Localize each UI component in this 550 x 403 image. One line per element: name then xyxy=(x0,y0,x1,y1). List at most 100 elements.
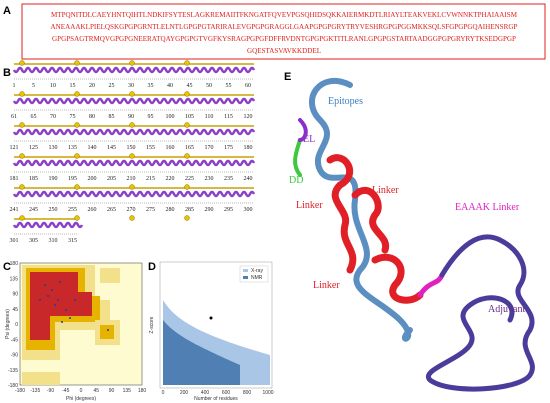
motif xyxy=(129,215,135,221)
residue-number: 80 xyxy=(89,114,95,120)
sequence-line: MTPQNITDLCAEYHNTQIHTLNDKIFSYTESLAGKREMAI… xyxy=(51,11,518,19)
residue-number: 235 xyxy=(224,176,233,182)
y-tick-label: 0 xyxy=(15,322,18,328)
motif xyxy=(19,60,25,66)
residue-number: 295 xyxy=(224,207,233,213)
residue-number: 220 xyxy=(166,176,175,182)
residue-number: 105 xyxy=(185,114,194,120)
residue-number: 241 xyxy=(10,207,19,213)
sequence-box xyxy=(21,3,546,60)
motif xyxy=(74,122,80,128)
x-tick-label: -135 xyxy=(30,388,40,394)
motif xyxy=(184,122,190,128)
motif xyxy=(74,60,80,66)
residue-number: 115 xyxy=(224,114,233,120)
y-axis-label: Psi (degrees) xyxy=(5,309,11,339)
x-tick-label: 90 xyxy=(109,388,115,394)
residue-number: 61 xyxy=(11,114,17,120)
residue-number: 140 xyxy=(88,145,97,151)
sequence-line: GQESTASVAVKKDDEL xyxy=(247,47,321,55)
sequence-line: GPGPSAGTRMQVGPGPGNEERATQAYGPGPGTVGFKYSRA… xyxy=(52,35,516,43)
motif xyxy=(19,122,25,128)
residue-number: 65 xyxy=(31,114,37,120)
motif xyxy=(129,184,135,190)
residue-number: 95 xyxy=(148,114,154,120)
x-tick-label: 135 xyxy=(123,388,132,394)
residue-number: 150 xyxy=(127,145,136,151)
x-tick-label: -90 xyxy=(47,388,54,394)
residue-number: 110 xyxy=(205,114,214,120)
residue-number: 240 xyxy=(244,176,253,182)
motif xyxy=(19,215,25,221)
residue-number: 50 xyxy=(206,83,212,89)
motif xyxy=(19,184,25,190)
x-axis-label: Phi (degrees) xyxy=(66,396,96,402)
annotation: DD xyxy=(289,175,303,186)
y-tick-label: -45 xyxy=(11,337,18,343)
residue-number: 255 xyxy=(68,207,77,213)
residue-number: 55 xyxy=(226,83,232,89)
legend-entry: X-ray xyxy=(251,268,263,274)
residue-number: 300 xyxy=(244,207,253,213)
x-tick-label: 180 xyxy=(138,388,147,394)
y-tick-label: 135 xyxy=(10,276,19,282)
residue-number: 120 xyxy=(244,114,253,120)
residue-number: 285 xyxy=(185,207,194,213)
motif xyxy=(19,153,25,159)
residue-number: 301 xyxy=(10,238,19,244)
motif xyxy=(74,91,80,97)
y-tick-label: 45 xyxy=(12,307,18,313)
motif xyxy=(129,91,135,97)
x-tick-label: 0 xyxy=(162,390,165,396)
residue-number: 30 xyxy=(128,83,134,89)
residue-number: 90 xyxy=(128,114,134,120)
motif xyxy=(184,215,190,221)
x-tick-label: 800 xyxy=(243,390,252,396)
residue-number: 180 xyxy=(244,145,253,151)
residue-number: 225 xyxy=(185,176,194,182)
residue-number: 260 xyxy=(88,207,97,213)
x-tick-label: 0 xyxy=(80,388,83,394)
residue-number: 35 xyxy=(148,83,154,89)
y-tick-label: -135 xyxy=(8,368,18,374)
x-tick-label: 45 xyxy=(93,388,99,394)
residue-number: 305 xyxy=(29,238,38,244)
sequence: MTPQNITDLCAEYHNTQIHTLNDKIFSYTESLAGKREMAI… xyxy=(51,11,518,55)
motif xyxy=(129,122,135,128)
panel-label: B xyxy=(3,67,11,79)
motif xyxy=(74,153,80,159)
residue-number: 121 xyxy=(10,145,19,151)
residue-number: 280 xyxy=(166,207,175,213)
motif xyxy=(184,91,190,97)
y-axis-label: Z-score xyxy=(149,316,155,333)
residue-number: 135 xyxy=(68,145,77,151)
residue-number: 275 xyxy=(146,207,155,213)
residue-number: 85 xyxy=(109,114,115,120)
residue-number: 70 xyxy=(50,114,56,120)
x-tick-label: -180 xyxy=(15,388,25,394)
motif xyxy=(184,153,190,159)
residue-number: 190 xyxy=(49,176,58,182)
x-axis-label: Number of residues xyxy=(194,396,238,402)
residue-number: 210 xyxy=(127,176,136,182)
residue-number: 250 xyxy=(49,207,58,213)
x-tick-label: 600 xyxy=(222,390,231,396)
protein-structure xyxy=(293,77,535,392)
helix xyxy=(12,128,256,136)
motif xyxy=(129,60,135,66)
residue-number: 100 xyxy=(166,114,175,120)
y-tick-label: 180 xyxy=(10,261,19,267)
residue-number: 45 xyxy=(187,83,193,89)
annotation: Adjuvant xyxy=(488,304,525,315)
panel-label: E xyxy=(284,71,291,83)
residue-number: 290 xyxy=(205,207,214,213)
residue-number: 5 xyxy=(32,83,35,89)
panel-label: D xyxy=(148,261,156,273)
residue-number: 155 xyxy=(146,145,155,151)
residue-number: 181 xyxy=(10,176,19,182)
residue-number: 60 xyxy=(245,83,251,89)
y-tick-label: 90 xyxy=(12,292,18,298)
x-tick-label: 1000 xyxy=(262,390,273,396)
